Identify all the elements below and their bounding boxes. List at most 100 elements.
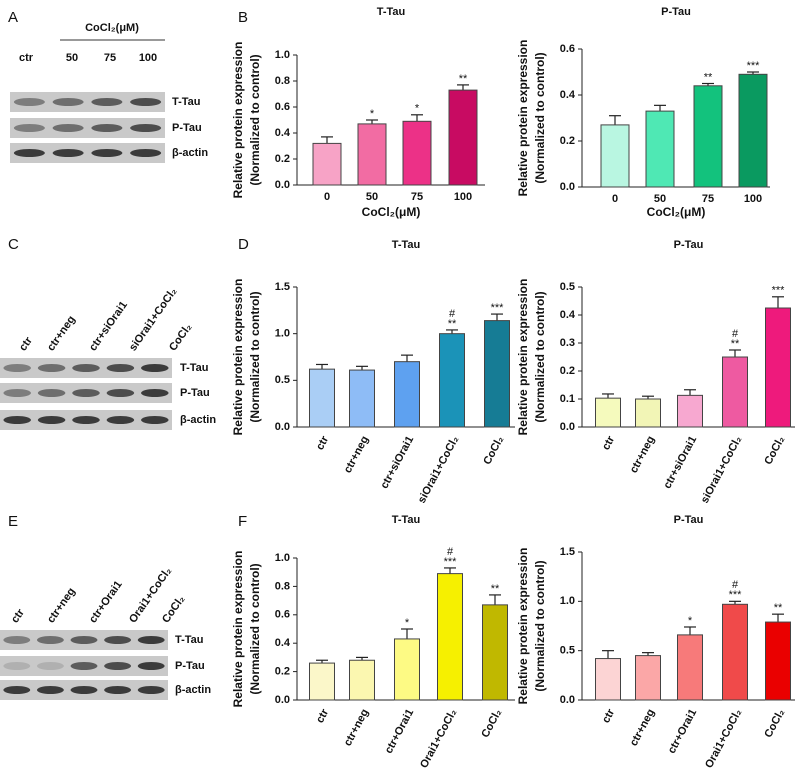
y-axis-label: Relative protein expression [231,42,245,199]
row-label: P-Tau [180,387,210,399]
lane-label: ctr+siOrai1 [87,299,130,353]
lane-label: ctr [9,606,27,625]
blot-band [3,364,31,372]
x-tick-label: Orai1+CoCl₂ [703,707,744,770]
x-tick-label: CoCl₂ [762,434,787,467]
x-tick-label: ctr [314,707,332,726]
bar [595,658,621,701]
y-tick-label: 0.6 [560,43,575,55]
x-tick-label: 100 [744,193,762,205]
y-tick-label: 0.2 [275,666,290,678]
x-tick-label: siOrai1+CoCl₂ [416,434,462,505]
bar [482,604,508,701]
x-tick-label: ctr+Orai1 [383,707,416,756]
bar [635,398,661,428]
blot-band [13,149,45,157]
significance: *** [729,589,743,601]
y-axis-label: Relative protein expression [231,279,245,436]
y-tick-label: 1.0 [275,552,290,564]
x-tick-label: ctr+siOrai1 [378,434,416,491]
blot-band [72,389,100,397]
significance: *** [491,302,505,314]
y-tick-label: 0.4 [560,309,576,321]
row-label: β-actin [180,414,216,426]
y-tick-label: 0.0 [560,181,575,193]
lane-label: CoCl₂ [167,321,194,353]
y-axis-label: (Normalized to control) [248,563,262,694]
panel-label: A [8,9,18,26]
significance: ** [704,71,713,83]
x-tick-label: ctr [600,434,618,453]
x-tick-label: ctr+neg [628,707,657,748]
blot-band [106,389,135,397]
blot-band [141,389,169,397]
y-axis-label: Relative protein expression [516,279,530,436]
chart-title: T-Tau [392,239,421,251]
blot-strip [10,118,165,138]
significance: * [415,103,420,115]
blot-band [106,364,135,372]
blot-band [104,686,132,694]
y-tick-label: 0.0 [275,421,290,433]
y-axis-label: (Normalized to control) [533,560,547,691]
y-tick-label: 0.4 [275,127,291,139]
x-tick-label: 0 [612,193,618,205]
significance: ** [448,318,457,330]
bar [677,394,703,428]
row-label: T-Tau [175,634,204,646]
y-tick-label: 0.8 [275,75,290,87]
x-tick-label: CoCl₂ [479,707,504,740]
significance: ** [774,602,783,614]
x-tick-label: 50 [654,193,666,205]
panel-label: C [8,236,19,253]
y-tick-label: 0.2 [275,153,290,165]
bar [402,120,432,186]
bar [722,603,748,701]
y-tick-label: 1.0 [560,595,575,607]
y-axis-label: (Normalized to control) [533,291,547,422]
y-tick-label: 0.5 [560,645,575,657]
blot-band [130,149,162,157]
y-axis-label: Relative protein expression [516,548,530,705]
y-tick-label: 0.4 [275,637,291,649]
bar [765,307,791,428]
significance: *** [772,285,786,297]
blot-band [141,364,169,372]
significance: # [732,328,739,340]
blot-band [13,124,45,132]
lane-label: ctr+Orai1 [87,579,125,626]
y-axis-label: (Normalized to control) [248,291,262,422]
x-tick-label: 0 [324,191,330,203]
bar [484,320,510,428]
panel-label: E [8,513,18,530]
y-axis-label: Relative protein expression [231,551,245,708]
y-tick-label: 0.0 [560,694,575,706]
blot-band [36,662,64,670]
bar [439,333,465,428]
x-tick-label: 75 [702,193,714,205]
row-label: P-Tau [175,660,205,672]
lane-label: ctr+neg [45,586,78,626]
significance: * [405,617,410,629]
bar [349,369,375,428]
y-tick-label: 0.6 [275,101,290,113]
blot-band [130,124,162,132]
y-tick-label: 1.5 [275,281,290,293]
y-axis-label: Relative protein expression [516,40,530,197]
blot-header: CoCl₂(μM) [85,22,139,34]
chart-title: P-Tau [661,6,691,18]
x-tick-label: ctr+neg [342,707,371,748]
lane-label: 50 [66,52,78,64]
blot-band [36,686,64,694]
chart-title: P-Tau [674,239,704,251]
y-tick-label: 1.0 [275,49,290,61]
x-tick-label: 50 [366,191,378,203]
y-tick-label: 1.0 [275,328,290,340]
row-label: P-Tau [172,122,202,134]
bar [738,73,768,188]
blot-strip [10,143,165,163]
blot-band [36,636,64,644]
bar [437,573,463,701]
significance: ** [731,338,740,350]
